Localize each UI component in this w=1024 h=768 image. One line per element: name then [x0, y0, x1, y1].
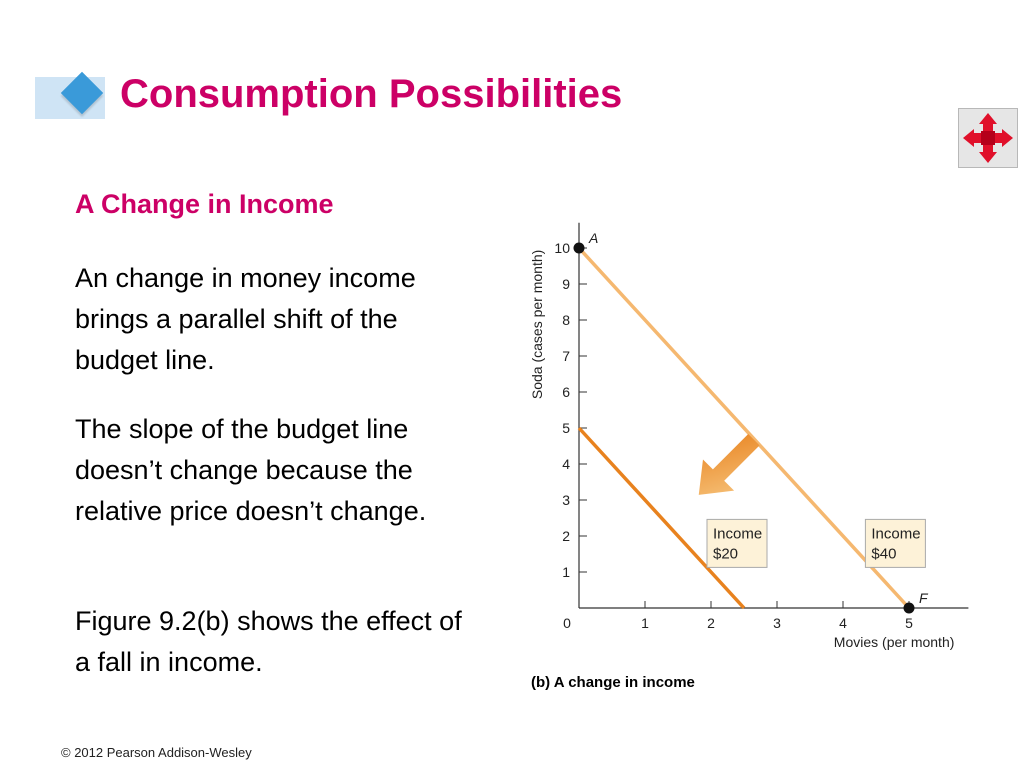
paragraph-income-shift: An change in money income brings a paral… — [75, 263, 416, 375]
y-tick-label: 8 — [562, 312, 570, 328]
paragraph-slope: The slope of the budget line doesn’t cha… — [75, 414, 427, 526]
point-F — [903, 602, 915, 614]
y-tick-label: 4 — [562, 456, 570, 472]
y-tick-label: 9 — [562, 276, 570, 292]
series-label-box — [864, 518, 926, 568]
budget-line-low — [577, 426, 746, 610]
series-label-text: $40 — [871, 545, 896, 562]
x-tick-label: 0 — [563, 615, 571, 631]
x-tick-label: 3 — [773, 615, 781, 631]
x-tick-label: 2 — [707, 615, 715, 631]
move-arrows-button[interactable] — [958, 108, 1018, 168]
slide-subheading: A Change in Income — [75, 189, 334, 219]
x-tick-label: 5 — [905, 615, 913, 631]
shift-arrow-icon — [698, 434, 760, 495]
y-tick-label: 2 — [562, 528, 570, 544]
chart-axes: 0 1 2 3 4 5 1 2 3 4 5 6 7 8 9 10 Movies (per month) Soda … — [529, 222, 969, 650]
point-label-F: F — [919, 590, 929, 606]
move-arrows-icon — [963, 113, 1013, 163]
x-tick-label: 1 — [641, 615, 649, 631]
y-tick-label: 6 — [562, 384, 570, 400]
series-label-text: Income — [871, 525, 920, 542]
y-tick-label: 3 — [562, 492, 570, 508]
x-axis-title: Movies (per month) — [834, 634, 955, 650]
budget-line-high — [577, 246, 911, 610]
chart-caption: (b) A change in income — [531, 674, 695, 691]
point-label-A: A — [588, 230, 598, 246]
y-tick-label: 7 — [562, 348, 570, 364]
chart-points: AF — [573, 230, 929, 614]
y-tick-label: 1 — [562, 564, 570, 580]
y-tick-label: 5 — [562, 420, 570, 436]
budget-line-chart: 0 1 2 3 4 5 1 2 3 4 5 6 7 8 9 10 Movies (per month) Soda … — [529, 222, 969, 650]
y-axis-title: Soda (cases per month) — [529, 250, 545, 399]
series-label-text: $20 — [713, 545, 738, 562]
x-tick-label: 4 — [839, 615, 847, 631]
copyright-footer: © 2012 Pearson Addison-Wesley — [61, 745, 252, 760]
slide-title: Consumption Possibilities — [120, 72, 623, 116]
series-label-box — [706, 518, 768, 568]
chart-series — [577, 246, 911, 610]
y-tick-label: 10 — [554, 240, 570, 256]
paragraph-figure-ref: Figure 9.2(b) shows the effect of a fall… — [75, 606, 462, 677]
chart-series-labels: Income $40 Income $20 — [706, 518, 926, 568]
point-A — [573, 242, 585, 254]
series-label-text: Income — [713, 525, 762, 542]
